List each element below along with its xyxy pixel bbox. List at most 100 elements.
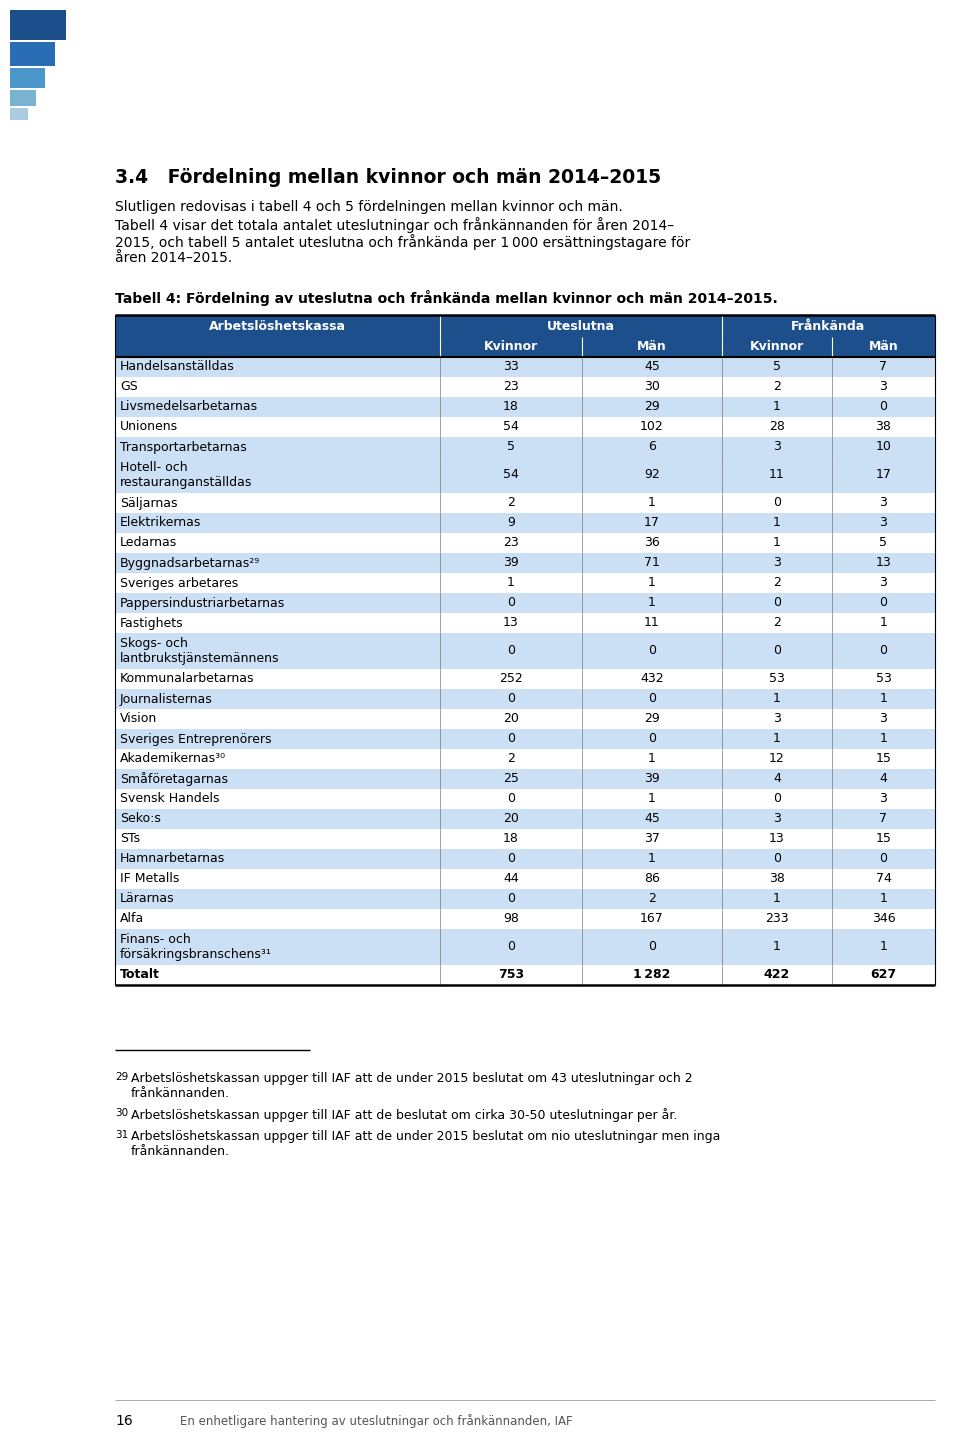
Text: 1: 1 xyxy=(648,752,656,766)
Text: Pappersindustriarbetarnas: Pappersindustriarbetarnas xyxy=(120,597,285,610)
Text: 0: 0 xyxy=(879,597,887,610)
Bar xyxy=(115,669,935,689)
Text: Kommunalarbetarnas: Kommunalarbetarnas xyxy=(120,673,254,686)
Text: 39: 39 xyxy=(503,557,518,570)
Text: Kvinnor: Kvinnor xyxy=(750,341,804,354)
Text: 92: 92 xyxy=(644,468,660,481)
Text: frånkännanden.: frånkännanden. xyxy=(131,1087,230,1100)
Bar xyxy=(115,889,935,909)
Text: 54: 54 xyxy=(503,468,519,481)
Text: 6: 6 xyxy=(648,441,656,454)
Text: 28: 28 xyxy=(769,421,785,434)
Text: STs: STs xyxy=(120,832,140,845)
Text: 5: 5 xyxy=(507,441,515,454)
Text: 346: 346 xyxy=(872,912,896,925)
Text: 0: 0 xyxy=(507,941,515,954)
Text: 1: 1 xyxy=(773,401,780,414)
Text: 432: 432 xyxy=(640,673,663,686)
Text: 13: 13 xyxy=(503,617,518,630)
Text: 23: 23 xyxy=(503,381,518,394)
Text: Arbetslöshetskassa: Arbetslöshetskassa xyxy=(209,319,346,332)
Text: Uteslutna: Uteslutna xyxy=(547,319,615,332)
Bar xyxy=(115,493,935,513)
Text: Sveriges arbetares: Sveriges arbetares xyxy=(120,577,238,590)
Text: Journalisternas: Journalisternas xyxy=(120,693,213,706)
Text: 2: 2 xyxy=(773,577,780,590)
Text: 7: 7 xyxy=(879,812,887,825)
Text: 2: 2 xyxy=(507,752,515,766)
Text: 1: 1 xyxy=(773,941,780,954)
Text: Män: Män xyxy=(637,341,667,354)
Text: 3: 3 xyxy=(879,792,887,805)
Text: 627: 627 xyxy=(871,968,897,981)
Text: 422: 422 xyxy=(764,968,790,981)
Bar xyxy=(115,315,935,337)
Bar xyxy=(115,533,935,553)
Text: 0: 0 xyxy=(507,792,515,805)
Text: 753: 753 xyxy=(498,968,524,981)
Text: 167: 167 xyxy=(640,912,664,925)
Text: 1: 1 xyxy=(879,733,887,746)
Bar xyxy=(115,573,935,593)
Text: 71: 71 xyxy=(644,557,660,570)
Text: 98: 98 xyxy=(503,912,519,925)
Text: 4: 4 xyxy=(879,772,887,786)
Text: 44: 44 xyxy=(503,872,518,885)
Text: IF Metalls: IF Metalls xyxy=(120,872,180,885)
Text: 7: 7 xyxy=(879,361,887,374)
Bar xyxy=(115,377,935,397)
Text: 0: 0 xyxy=(648,693,656,706)
Text: Sveriges Entreprenörers: Sveriges Entreprenörers xyxy=(120,733,272,746)
Text: 5: 5 xyxy=(773,361,781,374)
Text: 3: 3 xyxy=(879,713,887,726)
Bar xyxy=(115,613,935,633)
Text: Unionens: Unionens xyxy=(120,421,179,434)
Text: 1: 1 xyxy=(879,892,887,905)
Bar xyxy=(115,929,935,965)
Bar xyxy=(115,417,935,437)
Text: 29: 29 xyxy=(644,401,660,414)
Bar xyxy=(115,437,935,457)
Text: 0: 0 xyxy=(773,852,781,865)
Text: 0: 0 xyxy=(648,941,656,954)
Text: 9: 9 xyxy=(507,517,515,530)
Text: 3: 3 xyxy=(773,441,780,454)
Text: 3.4   Fördelning mellan kvinnor och män 2014–2015: 3.4 Fördelning mellan kvinnor och män 20… xyxy=(115,168,661,188)
Bar xyxy=(115,337,935,357)
Text: Slutligen redovisas i tabell 4 och 5 fördelningen mellan kvinnor och män.: Slutligen redovisas i tabell 4 och 5 för… xyxy=(115,200,623,213)
Text: Män: Män xyxy=(869,341,899,354)
Text: 0: 0 xyxy=(773,644,781,657)
Text: Handelsanställdas: Handelsanställdas xyxy=(120,361,235,374)
Text: 1: 1 xyxy=(879,941,887,954)
Text: 1: 1 xyxy=(648,597,656,610)
Text: 15: 15 xyxy=(876,832,892,845)
Bar xyxy=(115,909,935,929)
Text: 1: 1 xyxy=(773,537,780,550)
Text: 13: 13 xyxy=(876,557,892,570)
Text: 10: 10 xyxy=(876,441,892,454)
Text: Svensk Handels: Svensk Handels xyxy=(120,792,220,805)
Text: 20: 20 xyxy=(503,812,519,825)
Text: 0: 0 xyxy=(879,644,887,657)
Bar xyxy=(115,729,935,749)
Bar xyxy=(10,107,28,120)
Text: 1: 1 xyxy=(648,792,656,805)
Bar xyxy=(115,789,935,809)
Text: 1: 1 xyxy=(648,577,656,590)
Text: Elektrikernas: Elektrikernas xyxy=(120,517,202,530)
Bar xyxy=(10,90,36,106)
Text: 1 282: 1 282 xyxy=(634,968,671,981)
Text: 53: 53 xyxy=(876,673,892,686)
Text: 0: 0 xyxy=(773,597,781,610)
Bar xyxy=(115,769,935,789)
Text: 1: 1 xyxy=(773,693,780,706)
Bar xyxy=(115,457,935,493)
Text: 252: 252 xyxy=(499,673,523,686)
Text: 3: 3 xyxy=(879,497,887,510)
Text: 38: 38 xyxy=(876,421,892,434)
Text: 2015, och tabell 5 antalet uteslutna och frånkända per 1 000 ersättningstagare f: 2015, och tabell 5 antalet uteslutna och… xyxy=(115,233,690,251)
Text: Arbetslöshetskassan uppger till IAF att de under 2015 beslutat om nio uteslutnin: Arbetslöshetskassan uppger till IAF att … xyxy=(131,1130,720,1143)
Text: frånkännanden.: frånkännanden. xyxy=(131,1146,230,1158)
Bar xyxy=(10,42,55,66)
Text: Arbetslöshetskassan uppger till IAF att de under 2015 beslutat om 43 uteslutning: Arbetslöshetskassan uppger till IAF att … xyxy=(131,1073,692,1085)
